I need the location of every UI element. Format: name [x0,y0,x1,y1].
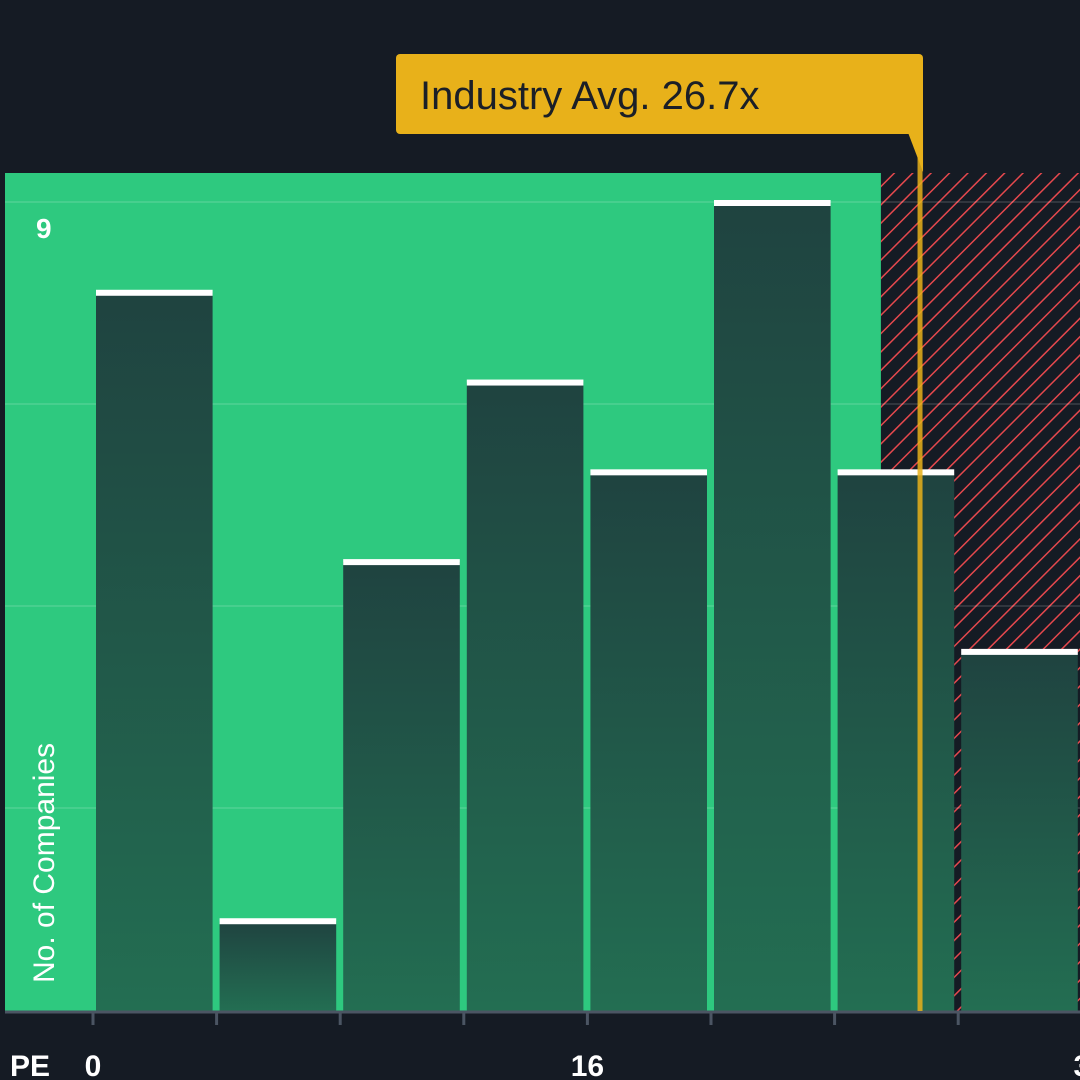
x-tick-label: 16 [571,1050,604,1080]
histogram-bar [961,651,1078,1011]
x-tick-label: 0 [85,1050,102,1080]
histogram-bar [96,292,213,1011]
histogram-bar-cap [466,379,584,386]
histogram-bar [219,921,337,1011]
y-axis-label: No. of Companies [28,743,61,983]
histogram-bar-cap [837,469,955,476]
histogram-bar-cap [96,289,213,296]
industry-average-label: Industry Avg. 26.7x [420,74,759,118]
y-tick-max: 9 [36,213,52,244]
histogram-bar-cap [219,918,337,925]
histogram-bar-cap [343,559,460,566]
histogram-bar [590,472,707,1011]
histogram-bar-cap [590,469,707,476]
x-axis-label: PE [10,1050,50,1080]
histogram-bar-cap [714,200,831,206]
histogram-bar [466,382,584,1011]
x-tick-label: 3 [1073,1050,1080,1080]
histogram-bar [837,472,955,1011]
histogram-bar-cap [961,648,1078,655]
histogram-bar [343,562,460,1011]
histogram-bar [714,203,831,1011]
industry-average-label-box [396,54,923,134]
industry-average-label-pointer [907,130,924,172]
